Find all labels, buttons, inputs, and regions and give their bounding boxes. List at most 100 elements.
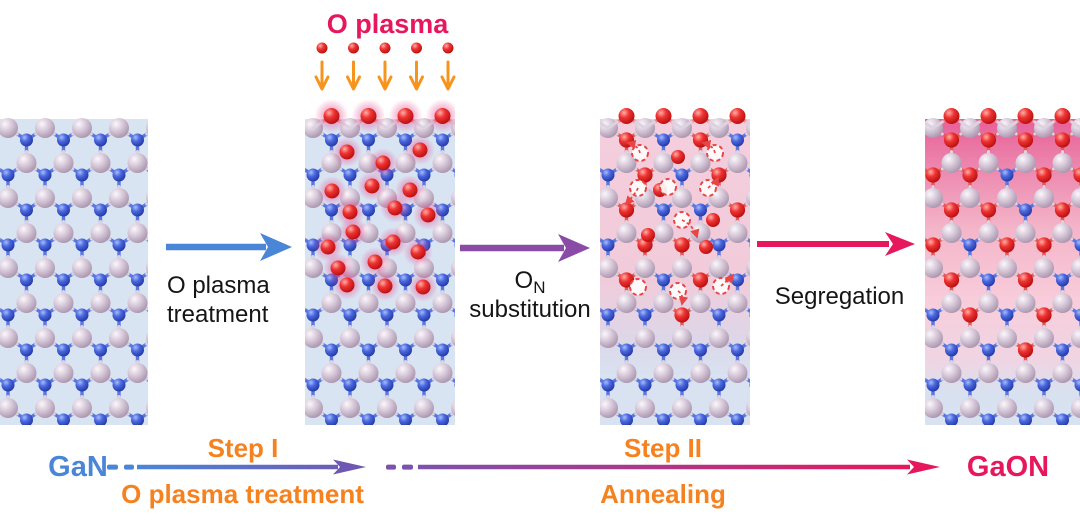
ga-atom	[414, 398, 434, 418]
n-atom	[749, 172, 750, 178]
ga-atom	[109, 188, 129, 208]
ga-atom	[127, 153, 148, 173]
ga-atom	[580, 223, 600, 243]
ga-atom	[340, 398, 360, 418]
ga-atom	[16, 293, 37, 313]
o-atom	[711, 167, 727, 183]
timeline-dashes-mid	[386, 464, 413, 470]
n-atom	[325, 203, 338, 217]
o-atom	[1054, 202, 1071, 218]
ga-atom	[0, 258, 18, 278]
ga-atom	[635, 398, 655, 418]
n-atom	[1056, 413, 1069, 425]
o-atom	[729, 108, 746, 124]
plasma-o-dot	[379, 42, 391, 54]
n-atom	[749, 312, 750, 318]
n-atom	[288, 134, 301, 147]
n-atom	[436, 133, 449, 147]
o-atom	[1036, 237, 1052, 253]
ga-atom	[690, 223, 711, 243]
hop-arrow-icon	[677, 290, 689, 306]
o-atom	[706, 213, 720, 227]
hop-arrow-icon	[681, 219, 700, 239]
n-atom	[75, 378, 89, 392]
ga-atom	[127, 363, 148, 383]
n-atom	[38, 378, 52, 392]
n-atom	[20, 413, 33, 425]
ga-atom	[285, 363, 305, 383]
n-atom	[657, 273, 670, 287]
n-atom	[57, 413, 70, 425]
n-atom	[712, 378, 726, 392]
o-atom	[324, 183, 340, 199]
ga-atom	[616, 363, 637, 383]
n-atom	[362, 203, 375, 217]
n-atom	[620, 343, 633, 357]
o-atom	[415, 279, 431, 295]
o-atom	[402, 182, 418, 198]
o-atom	[962, 167, 978, 183]
interstitial-oxygen-glow	[313, 135, 443, 302]
o-atom	[907, 132, 922, 147]
ga-atom	[414, 328, 434, 348]
ga-atom	[35, 398, 55, 418]
ga-atom	[451, 260, 455, 276]
ga-atom	[321, 293, 342, 313]
o-atom	[1036, 167, 1052, 183]
n-atom	[94, 203, 107, 217]
n-atom	[306, 308, 320, 322]
n-atom	[38, 168, 52, 182]
n-atom	[1, 378, 15, 392]
o-atom	[420, 207, 436, 223]
n-atom	[325, 343, 338, 357]
timeline-step1-arrow	[137, 459, 366, 475]
ga-atom	[978, 363, 999, 383]
arrow-o-plasma-treatment	[166, 233, 292, 261]
ga-atom	[905, 153, 925, 173]
n-atom	[288, 414, 301, 427]
crystal-panel-o-plasma-treated	[285, 99, 455, 427]
on-substitution-label: ON substitution	[452, 266, 608, 325]
o-atom	[1036, 307, 1052, 323]
n-atom	[75, 238, 89, 252]
n-atom	[20, 133, 33, 147]
o-atom	[692, 132, 709, 148]
o-atom	[1017, 272, 1034, 288]
ga-atom	[746, 400, 750, 416]
o-atom	[330, 260, 346, 276]
arrow-on-substitution	[460, 234, 590, 262]
ga-atom	[451, 330, 455, 346]
o-atom	[618, 202, 635, 218]
n-atom	[417, 308, 431, 322]
step2-title: Step II	[623, 433, 702, 463]
n-atom	[601, 238, 615, 252]
ga-atom	[635, 328, 655, 348]
ga-atom	[997, 258, 1017, 278]
ga-atom	[1034, 328, 1054, 348]
ga-atom	[0, 188, 18, 208]
o-atom	[692, 108, 709, 124]
o-atom	[980, 202, 997, 218]
ga-atom	[600, 398, 618, 418]
o-atom	[674, 307, 690, 323]
n-atom	[57, 203, 70, 217]
o-atom	[320, 239, 336, 255]
n-atom	[1074, 308, 1080, 322]
down-arrowhead-icon	[377, 75, 393, 91]
ga-atom	[285, 223, 305, 243]
n-atom	[657, 343, 670, 357]
n-atom	[20, 273, 33, 287]
ga-atom	[653, 153, 674, 173]
n-atom	[343, 168, 357, 182]
n-atom	[306, 378, 320, 392]
ga-atom	[1052, 363, 1073, 383]
ga-atom	[653, 363, 674, 383]
ga-atom	[709, 398, 729, 418]
ga-atom	[90, 293, 111, 313]
n-atom	[945, 413, 958, 425]
n-atom	[601, 308, 615, 322]
ga-atom	[727, 223, 748, 243]
ga-atom	[1052, 223, 1073, 243]
on-substitution-line2: substitution	[469, 296, 591, 324]
ga-atom	[672, 328, 692, 348]
